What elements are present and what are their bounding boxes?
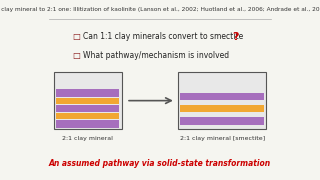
Text: 1:1 clay mineral to 2:1 one: Illitization of kaolinite (Lanson et al., 2002; Huo: 1:1 clay mineral to 2:1 one: Illitizatio…: [0, 7, 320, 12]
Text: What pathway/mechanism is involved: What pathway/mechanism is involved: [83, 51, 229, 60]
Bar: [56, 120, 119, 128]
FancyBboxPatch shape: [54, 72, 122, 129]
Text: □: □: [73, 51, 80, 60]
Bar: [180, 118, 264, 125]
Bar: [56, 89, 119, 97]
Bar: [56, 113, 119, 119]
Bar: [56, 98, 119, 104]
Bar: [180, 105, 264, 112]
Text: □: □: [73, 31, 80, 40]
Bar: [56, 105, 119, 112]
Bar: [180, 93, 264, 100]
FancyBboxPatch shape: [178, 72, 266, 129]
Text: 2:1 clay mineral [smectite]: 2:1 clay mineral [smectite]: [180, 136, 265, 141]
Text: An assumed pathway via solid-state transformation: An assumed pathway via solid-state trans…: [49, 159, 271, 168]
Text: 2:1 clay mineral: 2:1 clay mineral: [62, 136, 113, 141]
Text: ?: ?: [232, 31, 239, 42]
Text: Can 1:1 clay minerals convert to smectite: Can 1:1 clay minerals convert to smectit…: [83, 31, 244, 40]
